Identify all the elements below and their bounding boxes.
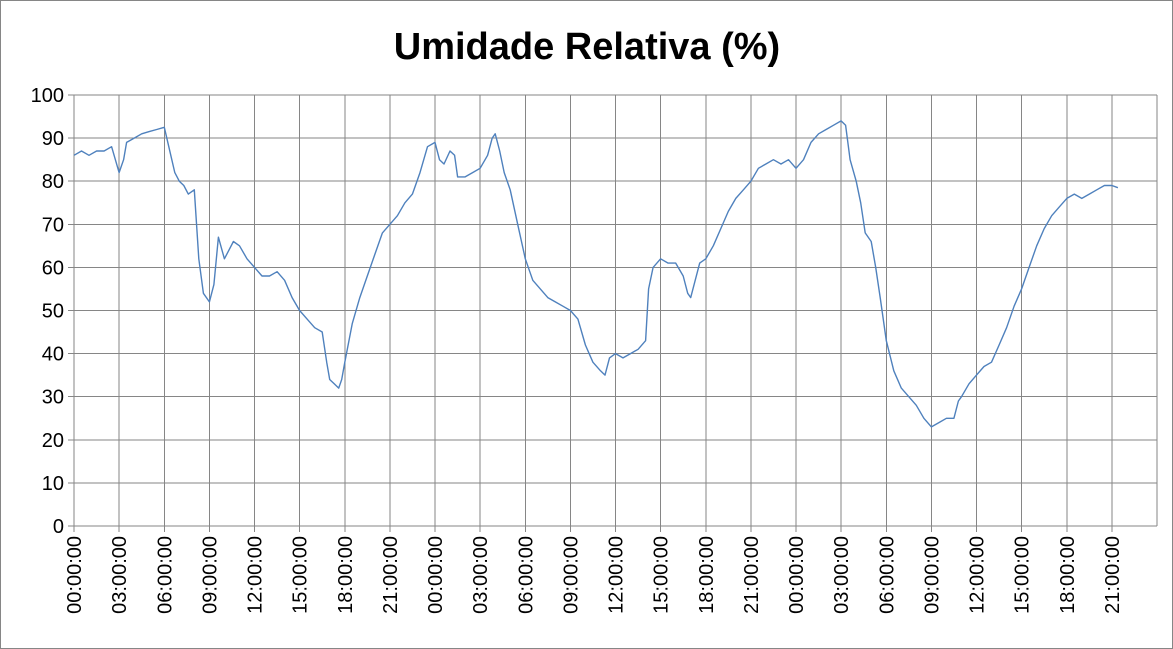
x-tick-label: 06:00:00 — [154, 536, 176, 614]
y-tick-label: 40 — [42, 344, 64, 366]
y-tick-label: 60 — [42, 257, 64, 279]
x-tick-label: 18:00:00 — [335, 536, 357, 614]
x-tick-label: 15:00:00 — [290, 536, 312, 614]
y-tick-label: 10 — [42, 473, 64, 495]
x-tick-label: 12:00:00 — [967, 536, 989, 614]
y-tick-label: 50 — [42, 301, 64, 323]
y-tick-label: 80 — [42, 171, 64, 193]
x-tick-label: 00:00:00 — [64, 536, 86, 614]
y-axis-tick-labels: 0 10 20 30 40 50 60 70 80 90 100 — [31, 85, 64, 538]
x-tick-label: 00:00:00 — [425, 536, 447, 614]
x-tick-label: 00:00:00 — [786, 536, 808, 614]
x-tick-label: 15:00:00 — [651, 536, 673, 614]
y-tick-label: 0 — [53, 516, 64, 538]
x-tick-label: 03:00:00 — [470, 536, 492, 614]
y-tick-label: 70 — [42, 214, 64, 236]
x-tick-label: 18:00:00 — [1057, 536, 1079, 614]
x-tick-label: 06:00:00 — [876, 536, 898, 614]
axes — [68, 94, 1157, 532]
y-tick-label: 100 — [31, 85, 64, 107]
series-layer — [73, 120, 1119, 428]
chart-title: Umidade Relativa (%) — [394, 26, 780, 68]
x-tick-label: 15:00:00 — [1012, 536, 1034, 614]
gridlines — [73, 94, 1158, 527]
x-tick-label: 21:00:00 — [1102, 536, 1124, 614]
x-axis-tick-labels: 00:00:00 03:00:00 06:00:00 09:00:00 12:00:00… — [64, 536, 1124, 614]
x-tick-label: 03:00:00 — [109, 536, 131, 614]
humidity-series-line — [73, 120, 1119, 428]
x-tick-label: 12:00:00 — [245, 536, 267, 614]
x-tick-label: 09:00:00 — [921, 536, 943, 614]
y-tick-label: 20 — [42, 430, 64, 452]
x-tick-label: 18:00:00 — [696, 536, 718, 614]
x-tick-label: 03:00:00 — [831, 536, 853, 614]
x-tick-label: 09:00:00 — [560, 536, 582, 614]
x-tick-label: 21:00:00 — [741, 536, 763, 614]
x-tick-label: 06:00:00 — [515, 536, 537, 614]
x-tick-label: 12:00:00 — [606, 536, 628, 614]
y-tick-label: 90 — [42, 128, 64, 150]
y-tick-label: 30 — [42, 387, 64, 409]
x-tick-label: 09:00:00 — [199, 536, 221, 614]
x-tick-label: 21:00:00 — [380, 536, 402, 614]
